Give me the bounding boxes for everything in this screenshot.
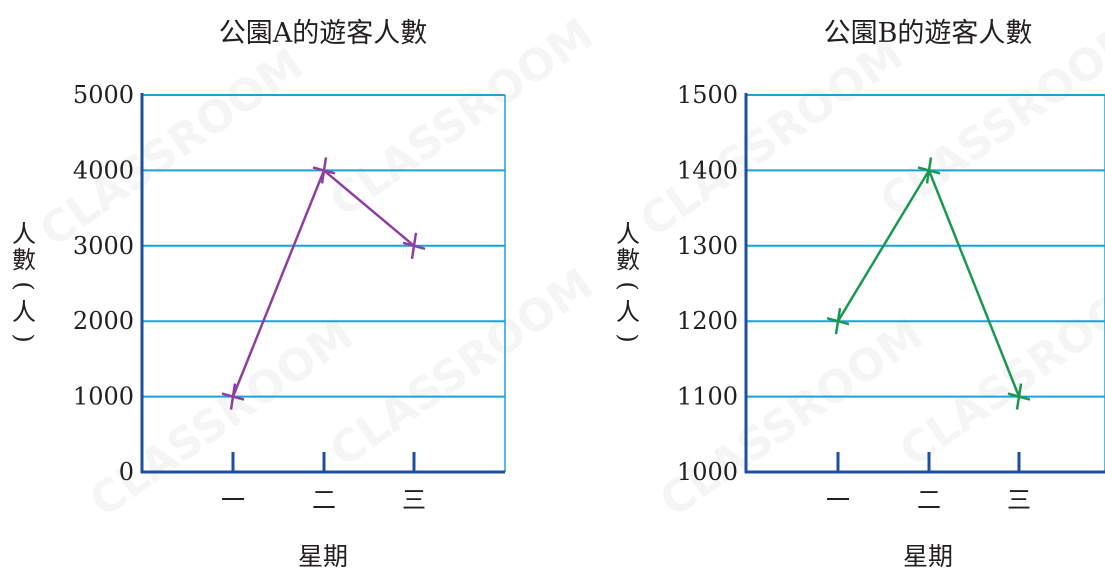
watermark-text: CLASSROOM xyxy=(891,259,1105,478)
chart-title: 公園A的遊客人數 xyxy=(219,18,428,49)
x-tick-label: 三 xyxy=(402,486,426,514)
watermark: CLASSROOM CLASSROOMCLASSROOMCLASSROOMCLAS… xyxy=(31,9,1105,528)
y-axis-label-char: ) xyxy=(614,333,642,342)
marker-stroke xyxy=(925,157,933,184)
y-tick-label: 3000 xyxy=(73,232,134,260)
data-point xyxy=(221,383,245,410)
x-tick-label: 三 xyxy=(1007,486,1031,514)
watermark-text: CLASSROOM xyxy=(31,39,313,258)
y-tick-label: 4000 xyxy=(73,156,134,184)
y-axis-label: 人數 ( 人) xyxy=(614,220,642,343)
y-tick-label: 2000 xyxy=(73,307,134,335)
watermark-text: CLASSROOM xyxy=(651,309,933,528)
data-point xyxy=(917,157,941,184)
watermark-text: CLASSROOM xyxy=(321,259,603,478)
chart-title: 公園B的遊客人數 xyxy=(824,18,1033,49)
watermark-text: CLASSROOM xyxy=(631,29,913,248)
data-point xyxy=(312,157,336,184)
marker-stroke xyxy=(834,308,842,335)
y-tick-label: 1300 xyxy=(677,232,738,260)
y-axis-label-char: 數 xyxy=(12,246,36,274)
y-axis-label-char: 人 xyxy=(616,298,640,326)
x-axis-label: 星期 xyxy=(298,542,348,571)
marker-stroke xyxy=(1015,383,1023,410)
y-tick-label: 5000 xyxy=(73,81,134,109)
y-axis-label-char: ( xyxy=(614,281,642,290)
y-axis-label-char: 人 xyxy=(12,298,36,326)
chart-park-b: 公園B的遊客人數 1000 1100 1200 1300 1400 1500 一 二 三星期 人數 (… xyxy=(614,18,1105,571)
x-axis-label: 星期 xyxy=(903,542,953,571)
x-tick-label: 二 xyxy=(312,486,336,514)
data-point xyxy=(826,308,850,335)
chart-park-a: 公園A的遊客人數 0 1000 2000 3000 4000 5000 一 二 三星期 人數 ( 人) xyxy=(10,18,506,571)
y-axis-label-char: 人 xyxy=(12,220,36,248)
y-tick-label: 1000 xyxy=(677,458,738,486)
y-tick-label: 1200 xyxy=(677,307,738,335)
y-tick-label: 0 xyxy=(119,458,134,486)
marker-stroke xyxy=(410,232,418,259)
y-tick-label: 1400 xyxy=(677,156,738,184)
x-tick-label: 一 xyxy=(826,486,850,514)
y-axis-label-char: ( xyxy=(10,281,38,290)
y-tick-label: 1000 xyxy=(73,383,134,411)
marker-stroke xyxy=(229,383,237,410)
marker-stroke xyxy=(320,157,328,184)
x-tick-label: 二 xyxy=(917,486,941,514)
x-tick-label: 一 xyxy=(221,486,245,514)
y-tick-label: 1100 xyxy=(677,383,738,411)
y-axis-label-char: ) xyxy=(10,333,38,342)
y-axis-label-char: 人 xyxy=(616,220,640,248)
y-axis-label-char: 數 xyxy=(616,246,640,274)
data-point xyxy=(1007,383,1031,410)
data-point xyxy=(402,232,426,259)
y-tick-label: 1500 xyxy=(677,81,738,109)
y-axis-label: 人數 ( 人) xyxy=(10,220,38,343)
